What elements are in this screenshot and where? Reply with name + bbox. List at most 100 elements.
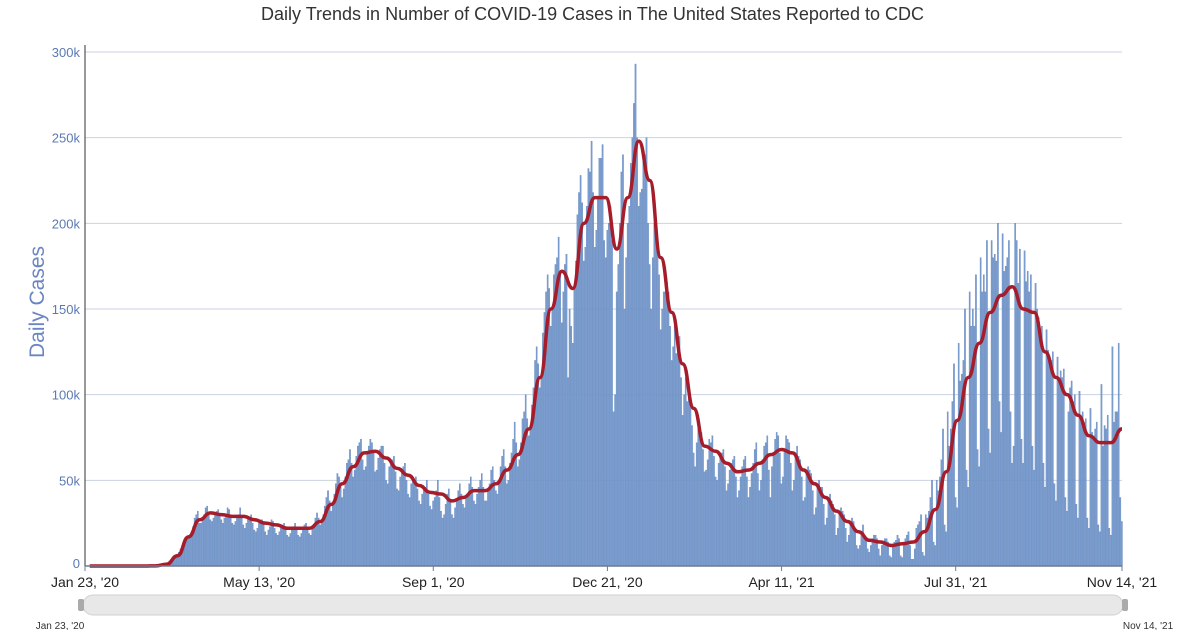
daily-case-bar[interactable] bbox=[302, 528, 304, 567]
navigator-right-handle[interactable] bbox=[1122, 599, 1128, 611]
daily-case-bar[interactable] bbox=[1003, 271, 1005, 567]
daily-case-bar[interactable] bbox=[330, 511, 332, 567]
daily-case-bar[interactable] bbox=[379, 449, 381, 567]
daily-case-bar[interactable] bbox=[592, 192, 594, 567]
daily-case-bar[interactable] bbox=[661, 308, 663, 567]
daily-case-bar[interactable] bbox=[400, 469, 403, 567]
daily-case-bar[interactable] bbox=[868, 552, 871, 567]
daily-case-bar[interactable] bbox=[520, 442, 522, 567]
daily-case-bar[interactable] bbox=[198, 523, 201, 567]
daily-case-bar[interactable] bbox=[309, 535, 312, 567]
daily-case-bar[interactable] bbox=[978, 466, 980, 567]
daily-case-bar[interactable] bbox=[1113, 421, 1115, 567]
daily-case-bar[interactable] bbox=[510, 452, 513, 567]
daily-case-bar[interactable] bbox=[411, 476, 414, 567]
daily-case-bar[interactable] bbox=[272, 521, 274, 567]
daily-case-bar[interactable] bbox=[780, 483, 783, 567]
daily-case-bar[interactable] bbox=[749, 487, 751, 567]
daily-case-bar[interactable] bbox=[608, 223, 610, 567]
daily-case-bar[interactable] bbox=[686, 401, 689, 567]
daily-case-bar[interactable] bbox=[741, 466, 743, 567]
daily-case-bar[interactable] bbox=[242, 524, 245, 567]
daily-case-bar[interactable] bbox=[912, 558, 914, 567]
daily-case-bar[interactable] bbox=[1014, 223, 1016, 567]
daily-case-bar[interactable] bbox=[228, 509, 230, 567]
daily-case-bar[interactable] bbox=[846, 541, 849, 567]
daily-case-bar[interactable] bbox=[658, 274, 660, 567]
daily-case-bar[interactable] bbox=[857, 548, 860, 567]
daily-case-bar[interactable] bbox=[328, 500, 331, 567]
daily-case-bar[interactable] bbox=[728, 469, 731, 567]
daily-case-bar[interactable] bbox=[421, 493, 423, 567]
daily-case-bar[interactable] bbox=[777, 435, 780, 567]
daily-case-bar[interactable] bbox=[644, 154, 646, 567]
daily-case-bar[interactable] bbox=[1086, 517, 1089, 567]
daily-case-bar[interactable] bbox=[273, 528, 276, 567]
daily-case-bar[interactable] bbox=[215, 511, 218, 567]
daily-case-bar[interactable] bbox=[681, 415, 684, 567]
daily-case-bar[interactable] bbox=[812, 490, 814, 567]
daily-case-bar[interactable] bbox=[1033, 469, 1035, 567]
daily-case-bar[interactable] bbox=[277, 535, 279, 567]
daily-case-bar[interactable] bbox=[929, 497, 932, 567]
daily-case-bar[interactable] bbox=[917, 524, 919, 567]
daily-case-bar[interactable] bbox=[667, 291, 670, 567]
daily-case-bar[interactable] bbox=[731, 459, 734, 567]
daily-case-bar[interactable] bbox=[890, 557, 893, 567]
daily-case-bar[interactable] bbox=[267, 529, 270, 567]
daily-case-bar[interactable] bbox=[560, 322, 563, 567]
daily-case-bar[interactable] bbox=[1110, 535, 1112, 567]
daily-case-bar[interactable] bbox=[306, 528, 309, 567]
daily-case-bar[interactable] bbox=[1067, 411, 1070, 567]
daily-case-bar[interactable] bbox=[844, 528, 847, 567]
daily-case-bar[interactable] bbox=[1017, 283, 1020, 567]
daily-case-bar[interactable] bbox=[496, 493, 499, 567]
daily-case-bar[interactable] bbox=[989, 452, 991, 567]
daily-case-bar[interactable] bbox=[418, 500, 420, 567]
daily-case-bar[interactable] bbox=[342, 488, 345, 567]
daily-case-bar[interactable] bbox=[280, 528, 282, 567]
daily-case-bar[interactable] bbox=[970, 325, 973, 567]
daily-case-bar[interactable] bbox=[313, 524, 315, 567]
daily-case-bar[interactable] bbox=[827, 500, 830, 567]
daily-case-bar[interactable] bbox=[832, 504, 834, 567]
daily-case-bar[interactable] bbox=[488, 483, 491, 567]
daily-case-bar[interactable] bbox=[281, 524, 284, 567]
daily-case-bar[interactable] bbox=[636, 137, 638, 567]
daily-case-bar[interactable] bbox=[218, 514, 221, 567]
daily-case-bar[interactable] bbox=[1081, 411, 1084, 567]
daily-case-bar[interactable] bbox=[352, 476, 354, 567]
daily-case-bar[interactable] bbox=[187, 536, 190, 567]
daily-case-bar[interactable] bbox=[659, 329, 662, 567]
daily-case-bar[interactable] bbox=[402, 466, 405, 567]
daily-case-bar[interactable] bbox=[548, 288, 551, 567]
daily-case-bar[interactable] bbox=[479, 480, 481, 567]
daily-case-bar[interactable] bbox=[855, 545, 858, 567]
daily-case-bar[interactable] bbox=[719, 452, 722, 567]
daily-case-bar[interactable] bbox=[455, 500, 458, 567]
daily-case-bar[interactable] bbox=[432, 500, 434, 567]
daily-case-bar[interactable] bbox=[965, 469, 968, 567]
daily-case-bar[interactable] bbox=[785, 435, 787, 567]
daily-case-bar[interactable] bbox=[567, 377, 569, 567]
daily-case-bar[interactable] bbox=[311, 528, 314, 567]
daily-case-bar[interactable] bbox=[623, 308, 626, 567]
daily-case-bar[interactable] bbox=[614, 394, 616, 567]
daily-case-bar[interactable] bbox=[344, 476, 347, 567]
daily-case-bar[interactable] bbox=[972, 308, 974, 567]
daily-case-bar[interactable] bbox=[317, 517, 320, 567]
daily-case-bar[interactable] bbox=[258, 523, 260, 567]
daily-case-bar[interactable] bbox=[550, 325, 552, 567]
daily-case-bar[interactable] bbox=[793, 480, 795, 567]
daily-case-bar[interactable] bbox=[979, 257, 982, 567]
daily-case-bar[interactable] bbox=[1100, 384, 1103, 567]
daily-case-bar[interactable] bbox=[320, 521, 323, 567]
daily-case-bar[interactable] bbox=[666, 281, 668, 567]
daily-case-bar[interactable] bbox=[615, 291, 618, 567]
daily-case-bar[interactable] bbox=[399, 476, 401, 567]
daily-case-bar[interactable] bbox=[888, 555, 891, 567]
daily-case-bar[interactable] bbox=[824, 524, 827, 567]
daily-case-bar[interactable] bbox=[835, 535, 838, 567]
daily-case-bar[interactable] bbox=[278, 531, 281, 567]
daily-case-bar[interactable] bbox=[223, 517, 226, 567]
